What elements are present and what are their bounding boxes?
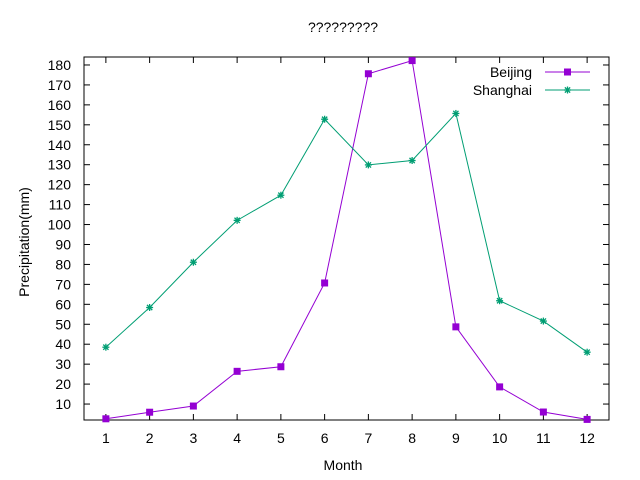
y-tick-label: 40: [55, 336, 71, 352]
data-point-beijing: [189, 402, 197, 410]
legend: Beijing Shanghai: [473, 64, 590, 98]
data-point-shanghai: [408, 157, 416, 165]
data-point-beijing: [496, 383, 504, 391]
x-tick-label: 3: [189, 430, 197, 446]
y-tick-label: 150: [48, 117, 72, 133]
data-point-beijing: [539, 408, 547, 416]
y-tick-label: 160: [48, 97, 72, 113]
data-point-beijing: [408, 57, 416, 65]
y-tick-label: 120: [48, 177, 72, 193]
series-group: [102, 57, 591, 423]
data-point-shanghai: [452, 109, 460, 117]
y-tick-label: 30: [55, 356, 71, 372]
x-axis-title: Month: [324, 457, 363, 473]
y-axis-title: Precipitation(mm): [16, 187, 32, 297]
x-tick-label: 9: [452, 430, 460, 446]
plot-frame: [83, 56, 610, 421]
data-point-beijing: [583, 415, 591, 423]
x-tick-label: 1: [102, 430, 110, 446]
y-tick-label: 130: [48, 157, 72, 173]
y-tick-label: 90: [55, 236, 71, 252]
legend-label-beijing: Beijing: [490, 64, 532, 80]
ticks-group: 1 2 3 4 5 6 7 8 9 10 11 121020304050607080901001101…: [48, 57, 609, 446]
data-point-beijing: [321, 279, 329, 287]
data-point-beijing: [364, 70, 372, 78]
y-tick-label: 60: [55, 296, 71, 312]
data-point-shanghai: [146, 304, 154, 312]
x-tick-label: 5: [277, 430, 285, 446]
y-tick-label: 110: [49, 197, 72, 213]
x-tick-label: 6: [321, 430, 329, 446]
y-tick-label: 80: [55, 256, 71, 272]
data-point-shanghai: [321, 115, 329, 123]
data-point-shanghai: [189, 258, 197, 266]
data-point-beijing: [146, 408, 154, 416]
data-point-shanghai: [364, 161, 372, 169]
data-point-shanghai: [539, 317, 547, 325]
axes-group: [83, 56, 610, 421]
y-tick-label: 20: [55, 376, 71, 392]
data-point-shanghai: [496, 297, 504, 305]
x-tick-label: 7: [364, 430, 372, 446]
legend-entry-beijing: Beijing: [490, 64, 590, 80]
chart-title: ?????????: [308, 19, 378, 35]
x-tick-label: 12: [579, 430, 595, 446]
data-point-beijing: [102, 415, 110, 423]
y-tick-label: 180: [48, 57, 72, 73]
legend-label-shanghai: Shanghai: [473, 82, 532, 98]
series-shanghai: [102, 109, 591, 356]
x-tick-label: 10: [492, 430, 508, 446]
x-tick-label: 11: [536, 430, 551, 446]
x-tick-label: 2: [146, 430, 154, 446]
y-tick-label: 170: [48, 77, 72, 93]
y-tick-label: 50: [55, 316, 71, 332]
legend-marker-beijing: [564, 68, 571, 76]
legend-marker-shanghai: [564, 86, 571, 94]
data-point-beijing: [452, 323, 460, 331]
y-tick-label: 100: [48, 217, 72, 233]
x-tick-label: 4: [233, 430, 241, 446]
y-tick-label: 70: [55, 276, 71, 292]
data-point-beijing: [233, 367, 241, 375]
data-point-beijing: [277, 363, 285, 371]
data-point-shanghai: [277, 191, 285, 199]
series-line-shanghai: [105, 112, 588, 353]
data-point-shanghai: [583, 348, 591, 356]
series-beijing: [102, 57, 591, 423]
y-tick-label: 140: [48, 137, 72, 153]
legend-entry-shanghai: Shanghai: [473, 82, 590, 98]
y-tick-label: 10: [55, 396, 71, 412]
series-line-beijing: [105, 59, 588, 420]
x-tick-label: 8: [408, 430, 416, 446]
data-point-shanghai: [102, 343, 110, 351]
data-point-shanghai: [233, 216, 241, 224]
